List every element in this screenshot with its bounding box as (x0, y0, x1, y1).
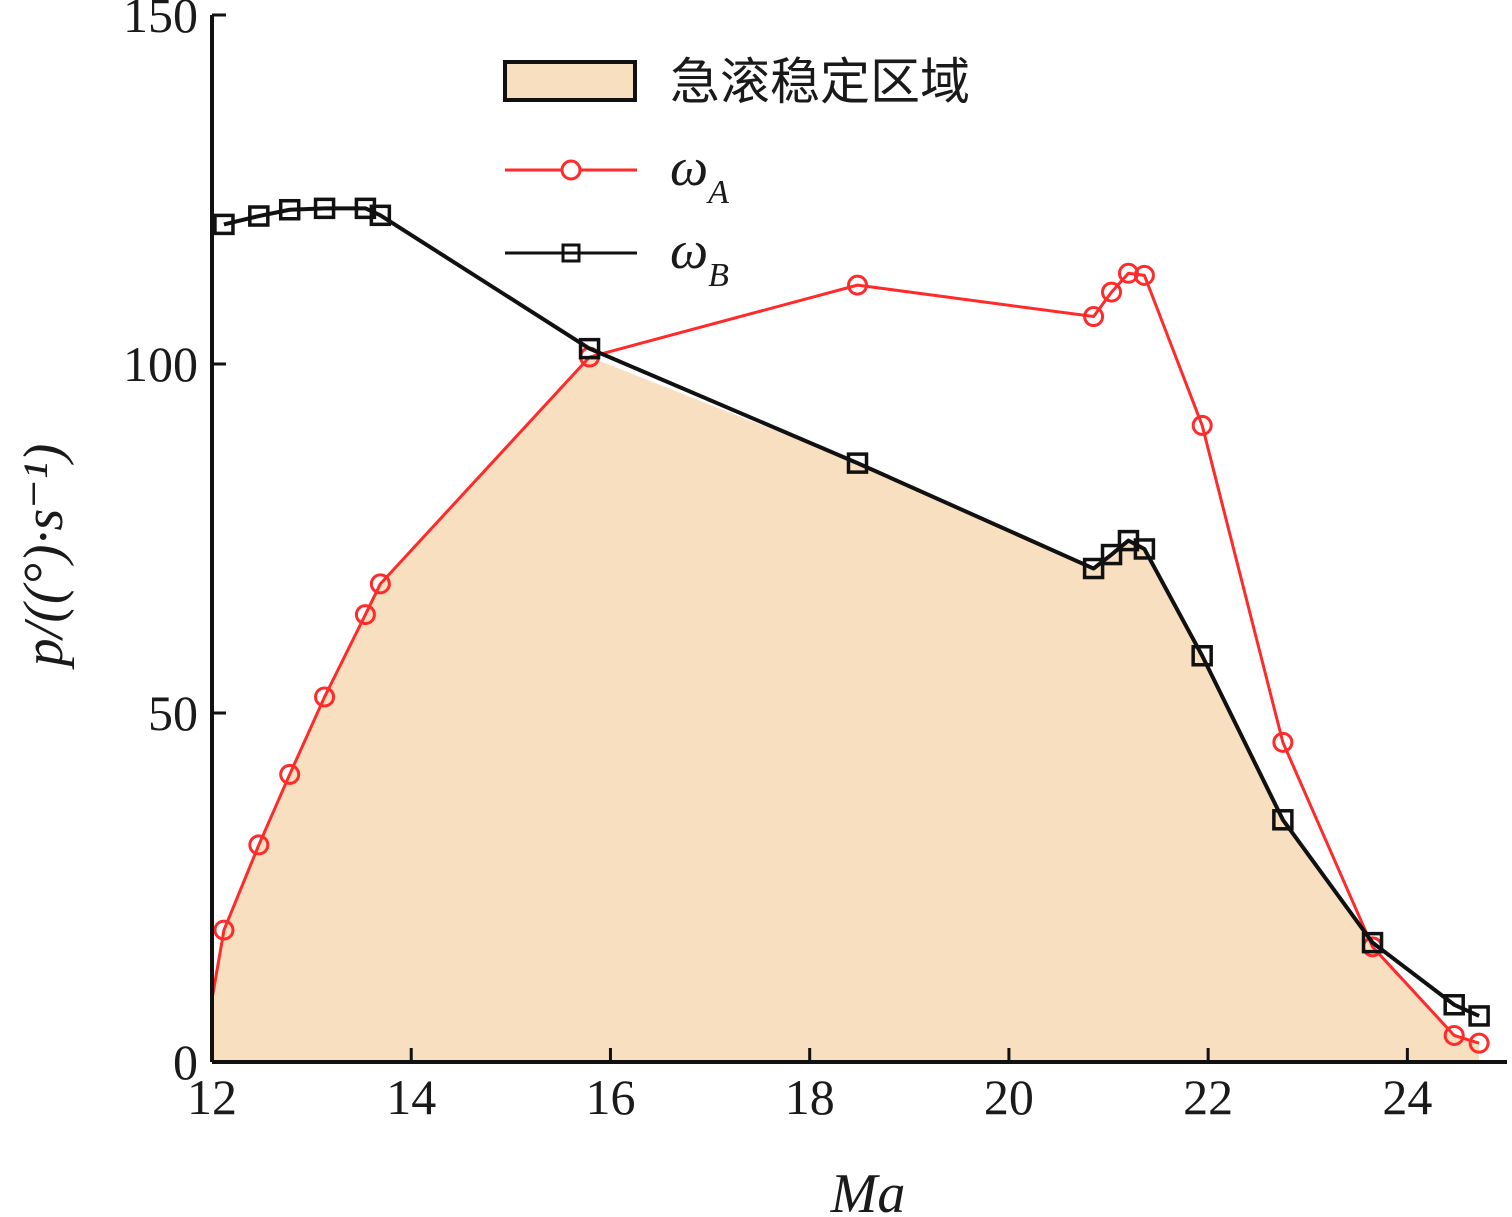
x-tick-label: 14 (386, 1069, 436, 1125)
series-a-point (1101, 281, 1123, 303)
legend-region-swatch (503, 60, 637, 102)
series-a-point (1083, 306, 1105, 328)
series-b-point (354, 197, 377, 220)
series-a-point (248, 834, 270, 856)
legend: 急滚稳定区域 ωA ωB (503, 53, 970, 294)
series-b-point (1100, 543, 1123, 566)
x-tick-label: 20 (984, 1069, 1034, 1125)
series-a-line (210, 271, 1480, 1045)
series-b-point (369, 204, 392, 227)
series-b-point (1272, 809, 1294, 831)
x-tick-label: 16 (585, 1069, 635, 1125)
stable-region-layer (212, 357, 1480, 1062)
ticks: 12 14 16 18 20 22 24 0 50 100 150 (123, 0, 1432, 1125)
series-b-point (278, 198, 301, 221)
y-tick-label: 150 (123, 0, 198, 43)
series-a-point (354, 604, 376, 626)
x-tick-label: 18 (785, 1069, 835, 1125)
series-b-point (313, 197, 336, 220)
series-b-point (1082, 557, 1105, 580)
legend-series-b-label: ωB (670, 220, 729, 294)
series-a-point (213, 919, 235, 941)
series-a-point (847, 274, 869, 296)
series-a (210, 262, 1490, 1054)
x-axis-label: Ma (830, 1163, 906, 1217)
series-a-point (369, 573, 391, 595)
series-a-point (1117, 262, 1139, 284)
stable-region-area (212, 357, 1480, 1062)
series-b-point (1133, 538, 1156, 560)
legend-series-a-label: ωA (670, 137, 729, 211)
series-a-point (1191, 414, 1213, 436)
y-tick-label: 50 (148, 685, 198, 741)
series-b-point (213, 213, 235, 236)
y-tick-label: 0 (173, 1034, 198, 1090)
y-tick-label: 100 (123, 336, 198, 392)
series-b-point (846, 452, 869, 474)
series-a-point (1468, 1032, 1490, 1054)
series-b-point (1361, 931, 1384, 954)
series-b-point (1468, 1005, 1490, 1027)
series-b-line (223, 206, 1480, 1018)
x-tick-label: 24 (1382, 1069, 1432, 1125)
series-b-point (578, 337, 601, 360)
x-tick-label: 22 (1183, 1069, 1233, 1125)
axes (210, 15, 1507, 1064)
legend-series-b-marker (561, 243, 581, 263)
series-b-point (248, 205, 270, 227)
series-a-point (1443, 1024, 1465, 1046)
legend-region-label: 急滚稳定区域 (670, 53, 970, 111)
series-a-point (1272, 731, 1294, 753)
y-axis-label: p/((°)·s⁻¹) (13, 444, 75, 671)
series-a-point (1133, 264, 1155, 286)
x-tick-label: 12 (187, 1069, 237, 1125)
series-b (213, 197, 1490, 1027)
series-b-point (1443, 994, 1465, 1016)
series-b-point (1191, 645, 1213, 667)
series-a-point (279, 763, 301, 785)
legend-series-a-marker (560, 159, 582, 181)
series-a-point (314, 686, 336, 708)
series-layer (210, 197, 1490, 1054)
